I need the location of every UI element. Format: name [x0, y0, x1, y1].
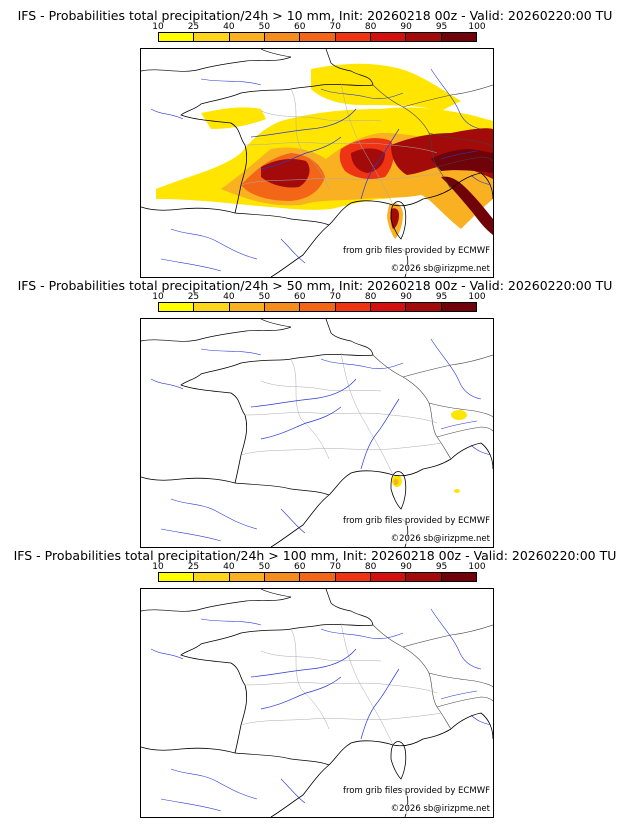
colorbar	[158, 572, 477, 582]
colorbar-segment	[194, 303, 230, 311]
colorbar-tick-label: 95	[435, 562, 448, 572]
colorbar-tick-label: 100	[468, 292, 486, 302]
data-source-credit: from grib files provided by ECMWF	[343, 516, 490, 526]
map-panel-50mm: IFS - Probabilities total precipitation/…	[0, 278, 630, 548]
colorbar-segment	[370, 573, 407, 581]
colorbar-tick-label: 10	[152, 292, 164, 302]
colorbar-tick-label: 80	[364, 562, 377, 572]
colorbar-segment	[370, 33, 407, 41]
colorbar-tick-label: 70	[329, 292, 341, 302]
colorbar-tick-label: 95	[435, 22, 448, 32]
colorbar-tick-label: 60	[294, 292, 306, 302]
colorbar-segment	[229, 33, 265, 41]
data-source-credit: from grib files provided by ECMWF	[343, 246, 490, 256]
colorbar-tick-label: 10	[152, 22, 164, 32]
colorbar-segment	[406, 303, 442, 311]
colorbar-segment	[441, 303, 476, 311]
colorbar-tick-label: 70	[329, 22, 341, 32]
colorbar-segment	[229, 573, 265, 581]
colorbar-segment	[441, 33, 476, 41]
panel-title: IFS - Probabilities total precipitation/…	[17, 8, 613, 23]
colorbar-tick-label: 60	[294, 562, 306, 572]
colorbar-tick-label: 40	[223, 22, 235, 32]
panel-title: IFS - Probabilities total precipitation/…	[13, 548, 617, 563]
colorbar-tick-label: 90	[400, 562, 412, 572]
colorbar-tick-label: 90	[400, 22, 412, 32]
colorbar-tick-label: 80	[364, 22, 377, 32]
colorbar-segment	[300, 573, 336, 581]
map-panel-100mm: IFS - Probabilities total precipitation/…	[0, 548, 630, 818]
colorbar-tick-label: 90	[400, 292, 412, 302]
colorbar-segment	[335, 303, 371, 311]
colorbar-segment	[194, 573, 230, 581]
colorbar-segment	[406, 33, 442, 41]
copyright-credit: ©2026 sb@irizpme.net	[390, 804, 490, 814]
probability-map: from grib files provided by ECMWF ©2026 …	[140, 588, 494, 818]
colorbar-tick-label: 80	[364, 292, 377, 302]
probability-shading	[156, 63, 493, 239]
colorbar-tick-label: 60	[294, 22, 306, 32]
colorbar-tick-labels: 10 25 40 50 60 70 80 90 95 100	[0, 22, 630, 32]
colorbar-segment	[300, 303, 336, 311]
colorbar	[158, 32, 477, 42]
copyright-credit: ©2026 sb@irizpme.net	[390, 534, 490, 544]
map-panel-10mm: IFS - Probabilities total precipitation/…	[0, 8, 630, 278]
probability-map: from grib files provided by ECMWF ©2026 …	[140, 318, 494, 548]
colorbar-tick-label: 40	[223, 562, 235, 572]
colorbar-segment	[406, 573, 442, 581]
colorbar-segment	[264, 303, 301, 311]
colorbar-segment	[264, 33, 301, 41]
colorbar-segment	[335, 33, 371, 41]
colorbar-segment	[194, 33, 230, 41]
colorbar-segment	[159, 573, 195, 581]
colorbar-tick-label: 100	[468, 562, 486, 572]
colorbar-tick-label: 50	[258, 22, 271, 32]
copyright-credit: ©2026 sb@irizpme.net	[390, 264, 490, 274]
colorbar-segment	[441, 573, 476, 581]
colorbar-tick-label: 40	[223, 292, 235, 302]
colorbar-tick-label: 95	[435, 292, 448, 302]
colorbar-segment	[370, 303, 407, 311]
colorbar	[158, 302, 477, 312]
colorbar-tick-label: 70	[329, 562, 341, 572]
colorbar-tick-label: 10	[152, 562, 164, 572]
colorbar-segment	[264, 573, 301, 581]
colorbar-tick-label: 50	[258, 562, 271, 572]
probability-shading	[392, 410, 467, 493]
colorbar-tick-labels: 10 25 40 50 60 70 80 90 95 100	[0, 292, 630, 302]
probability-map: from grib files provided by ECMWF ©2026 …	[140, 48, 494, 278]
data-source-credit: from grib files provided by ECMWF	[343, 786, 490, 796]
colorbar-segment	[300, 33, 336, 41]
panel-title: IFS - Probabilities total precipitation/…	[17, 278, 613, 293]
colorbar-tick-label: 25	[187, 562, 200, 572]
colorbar-tick-label: 25	[187, 22, 200, 32]
colorbar-tick-label: 50	[258, 292, 271, 302]
colorbar-segment	[159, 33, 195, 41]
colorbar-segment	[335, 573, 371, 581]
colorbar-tick-label: 100	[468, 22, 486, 32]
colorbar-tick-labels: 10 25 40 50 60 70 80 90 95 100	[0, 562, 630, 572]
colorbar-segment	[159, 303, 195, 311]
colorbar-tick-label: 25	[187, 292, 200, 302]
colorbar-segment	[229, 303, 265, 311]
